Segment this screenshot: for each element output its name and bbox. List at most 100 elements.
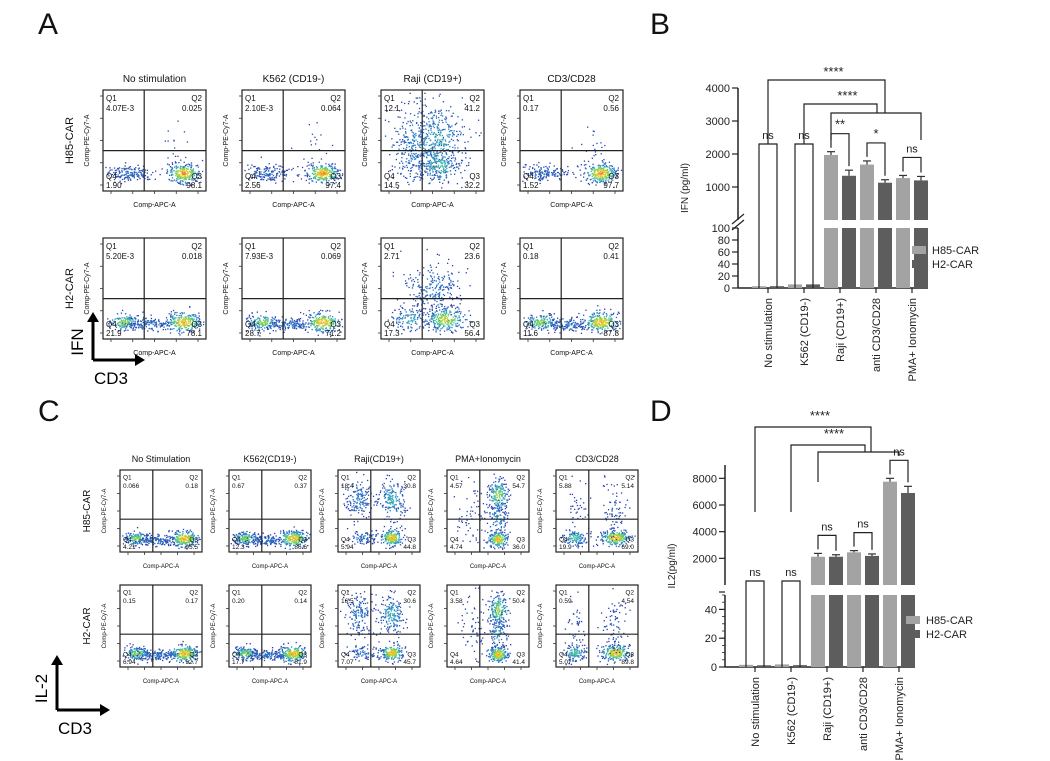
event-dot <box>542 171 544 173</box>
event-dot <box>113 178 116 181</box>
event-dot <box>126 177 128 179</box>
event-dot <box>455 123 457 125</box>
event-dot <box>253 166 255 168</box>
event-dot <box>283 325 286 327</box>
event-dot <box>415 149 417 151</box>
event-dot <box>320 169 323 172</box>
event-dot <box>195 324 197 326</box>
event-dot <box>410 314 413 316</box>
event-dot <box>419 155 421 157</box>
quadrant-q4-value: 1.90 <box>106 181 122 190</box>
panel-letter-d: D <box>650 395 672 428</box>
event-dot <box>274 324 277 326</box>
event-dot <box>135 171 137 173</box>
event-dot <box>115 171 117 173</box>
event-dot <box>168 539 170 541</box>
event-dot <box>312 164 314 166</box>
event-dot <box>452 112 454 114</box>
event-dot <box>131 537 133 539</box>
event-dot <box>462 316 464 318</box>
event-dot <box>122 322 124 324</box>
event-dot <box>615 321 617 323</box>
event-dot <box>183 312 185 314</box>
event-dot <box>608 174 610 176</box>
event-dot <box>318 178 320 180</box>
event-dot <box>431 309 433 311</box>
event-dot <box>452 316 454 318</box>
event-dot <box>598 167 600 169</box>
event-dot <box>442 136 445 139</box>
event-dot <box>248 177 251 179</box>
event-dot <box>169 538 171 540</box>
event-dot <box>580 319 582 321</box>
event-dot <box>613 171 615 173</box>
event-dot <box>444 163 446 165</box>
event-dot <box>251 325 253 327</box>
event-dot <box>405 131 407 133</box>
event-dot <box>433 326 435 329</box>
event-dot <box>440 176 442 178</box>
event-dot <box>313 167 315 169</box>
event-dot <box>613 167 615 169</box>
event-dot <box>559 326 561 328</box>
event-dot <box>291 321 293 324</box>
event-dot <box>596 170 598 172</box>
event-dot <box>162 543 164 545</box>
event-dot <box>596 318 598 320</box>
event-dot <box>147 330 149 332</box>
event-dot <box>439 175 441 177</box>
event-dot <box>321 317 324 320</box>
event-dot <box>181 172 183 174</box>
event-dot <box>534 320 537 322</box>
event-dot <box>268 325 270 327</box>
event-dot <box>142 168 144 171</box>
event-dot <box>303 327 305 329</box>
event-dot <box>169 328 171 331</box>
event-dot <box>420 289 422 291</box>
event-dot <box>191 542 193 544</box>
event-dot <box>323 321 325 323</box>
event-dot <box>179 334 181 336</box>
event-dot <box>530 317 532 319</box>
event-dot <box>248 168 250 171</box>
event-dot <box>321 182 323 184</box>
event-dot <box>130 543 133 545</box>
event-dot <box>414 315 416 317</box>
event-dot <box>324 320 327 322</box>
event-dot <box>151 321 153 323</box>
event-dot <box>431 315 434 317</box>
event-dot <box>262 316 265 318</box>
event-dot <box>433 144 435 146</box>
event-dot <box>274 316 276 319</box>
event-dot <box>601 179 603 181</box>
event-dot <box>619 327 621 330</box>
event-dot <box>176 166 178 168</box>
event-dot <box>580 326 583 328</box>
event-dot <box>406 285 408 287</box>
event-dot <box>413 164 415 166</box>
event-dot <box>542 177 544 179</box>
event-dot <box>437 123 439 125</box>
event-dot <box>142 319 144 321</box>
event-dot <box>433 174 435 177</box>
event-dot <box>436 158 438 160</box>
event-dot <box>136 536 138 538</box>
event-dot <box>443 315 445 317</box>
event-dot <box>185 174 187 176</box>
event-dot <box>134 540 136 542</box>
event-dot <box>189 174 191 177</box>
event-dot <box>184 181 187 183</box>
event-dot <box>415 139 417 141</box>
event-dot <box>409 162 411 165</box>
event-dot <box>324 173 326 175</box>
event-dot <box>183 324 186 327</box>
event-dot <box>166 541 168 544</box>
event-dot <box>123 330 125 332</box>
event-dot <box>430 154 433 156</box>
event-dot <box>139 539 141 541</box>
event-dot <box>614 173 616 175</box>
event-dot <box>185 156 187 159</box>
event-dot <box>599 319 601 321</box>
event-dot <box>197 177 200 179</box>
event-dot <box>449 326 451 328</box>
